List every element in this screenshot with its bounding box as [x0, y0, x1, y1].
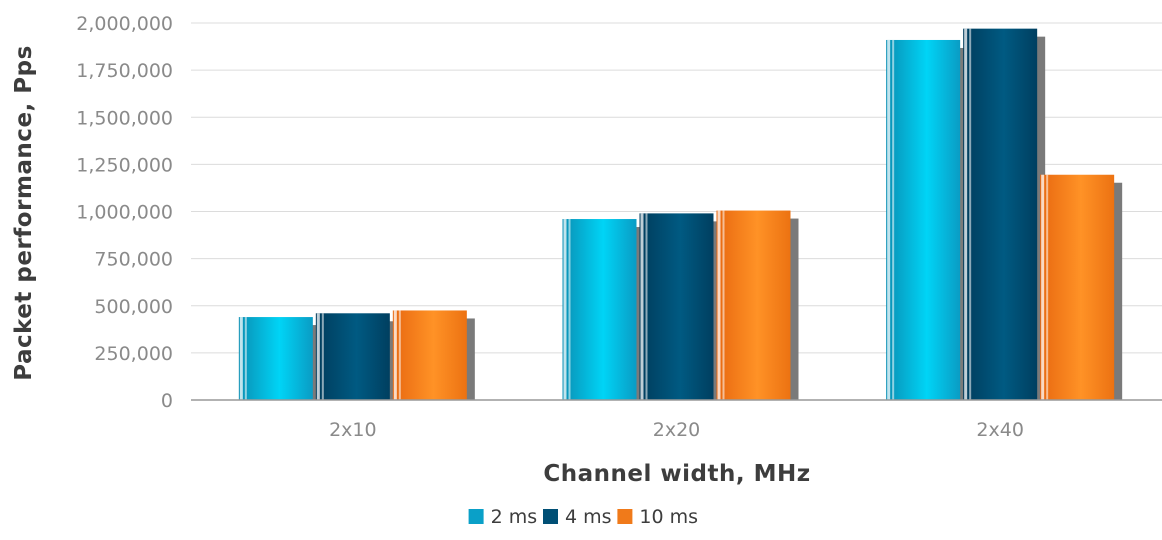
bar-highlight	[321, 313, 324, 400]
bar-highlight	[316, 313, 320, 400]
bar-highlight	[964, 28, 968, 401]
legend: 2 ms 4 ms 10 ms	[468, 506, 698, 528]
bar-highlight	[722, 210, 725, 400]
bar-highlight	[568, 219, 571, 400]
x-tick-label: 2x40	[976, 419, 1024, 441]
legend-label: 4 ms	[565, 506, 612, 528]
bar-highlight	[717, 210, 721, 400]
bar-highlight	[892, 39, 895, 401]
bar	[963, 28, 1038, 401]
y-tick-label: 2,000,000	[76, 13, 173, 35]
bar	[562, 219, 637, 400]
legend-swatch	[468, 509, 484, 524]
y-tick-label: 750,000	[94, 249, 173, 271]
bar-highlight	[563, 219, 567, 400]
bars	[238, 28, 1123, 401]
x-axis-ticks: 2x10 2x20 2x40	[329, 419, 1024, 441]
bar-highlight	[640, 213, 644, 400]
y-tick-label: 250,000	[94, 343, 173, 365]
x-axis-title: Channel width, MHz	[543, 461, 810, 487]
y-tick-label: 1,750,000	[76, 60, 173, 82]
bar	[1040, 174, 1115, 400]
bar-highlight	[244, 317, 247, 400]
y-tick-label: 1,250,000	[76, 154, 173, 176]
legend-swatch	[543, 509, 558, 524]
bar-highlight	[1041, 174, 1045, 400]
bar-highlight	[393, 310, 397, 400]
bar-highlight	[1046, 174, 1049, 400]
legend-swatch	[617, 509, 633, 524]
bar-highlight	[239, 317, 243, 400]
bar-highlight	[398, 310, 401, 400]
y-tick-label: 1,500,000	[76, 107, 173, 129]
x-tick-label: 2x10	[329, 419, 377, 441]
y-axis-ticks: 0 250,000 500,000 750,000 1,000,000 1,250,000…	[76, 13, 173, 412]
bar	[238, 317, 313, 400]
bar	[886, 39, 961, 401]
legend-label: 10 ms	[639, 506, 698, 528]
bar	[392, 310, 467, 400]
legend-label: 2 ms	[491, 506, 538, 528]
y-tick-label: 500,000	[94, 296, 173, 318]
y-axis-title: Packet performance, Pps	[11, 45, 37, 381]
bar-highlight	[887, 39, 891, 401]
bar-highlight	[645, 213, 648, 400]
bar	[716, 210, 791, 400]
bar	[639, 213, 714, 400]
bar-highlight	[969, 28, 972, 401]
y-tick-label: 1,000,000	[76, 202, 173, 224]
bar	[315, 313, 390, 400]
x-tick-label: 2x20	[653, 419, 701, 441]
y-tick-label: 0	[161, 390, 173, 412]
